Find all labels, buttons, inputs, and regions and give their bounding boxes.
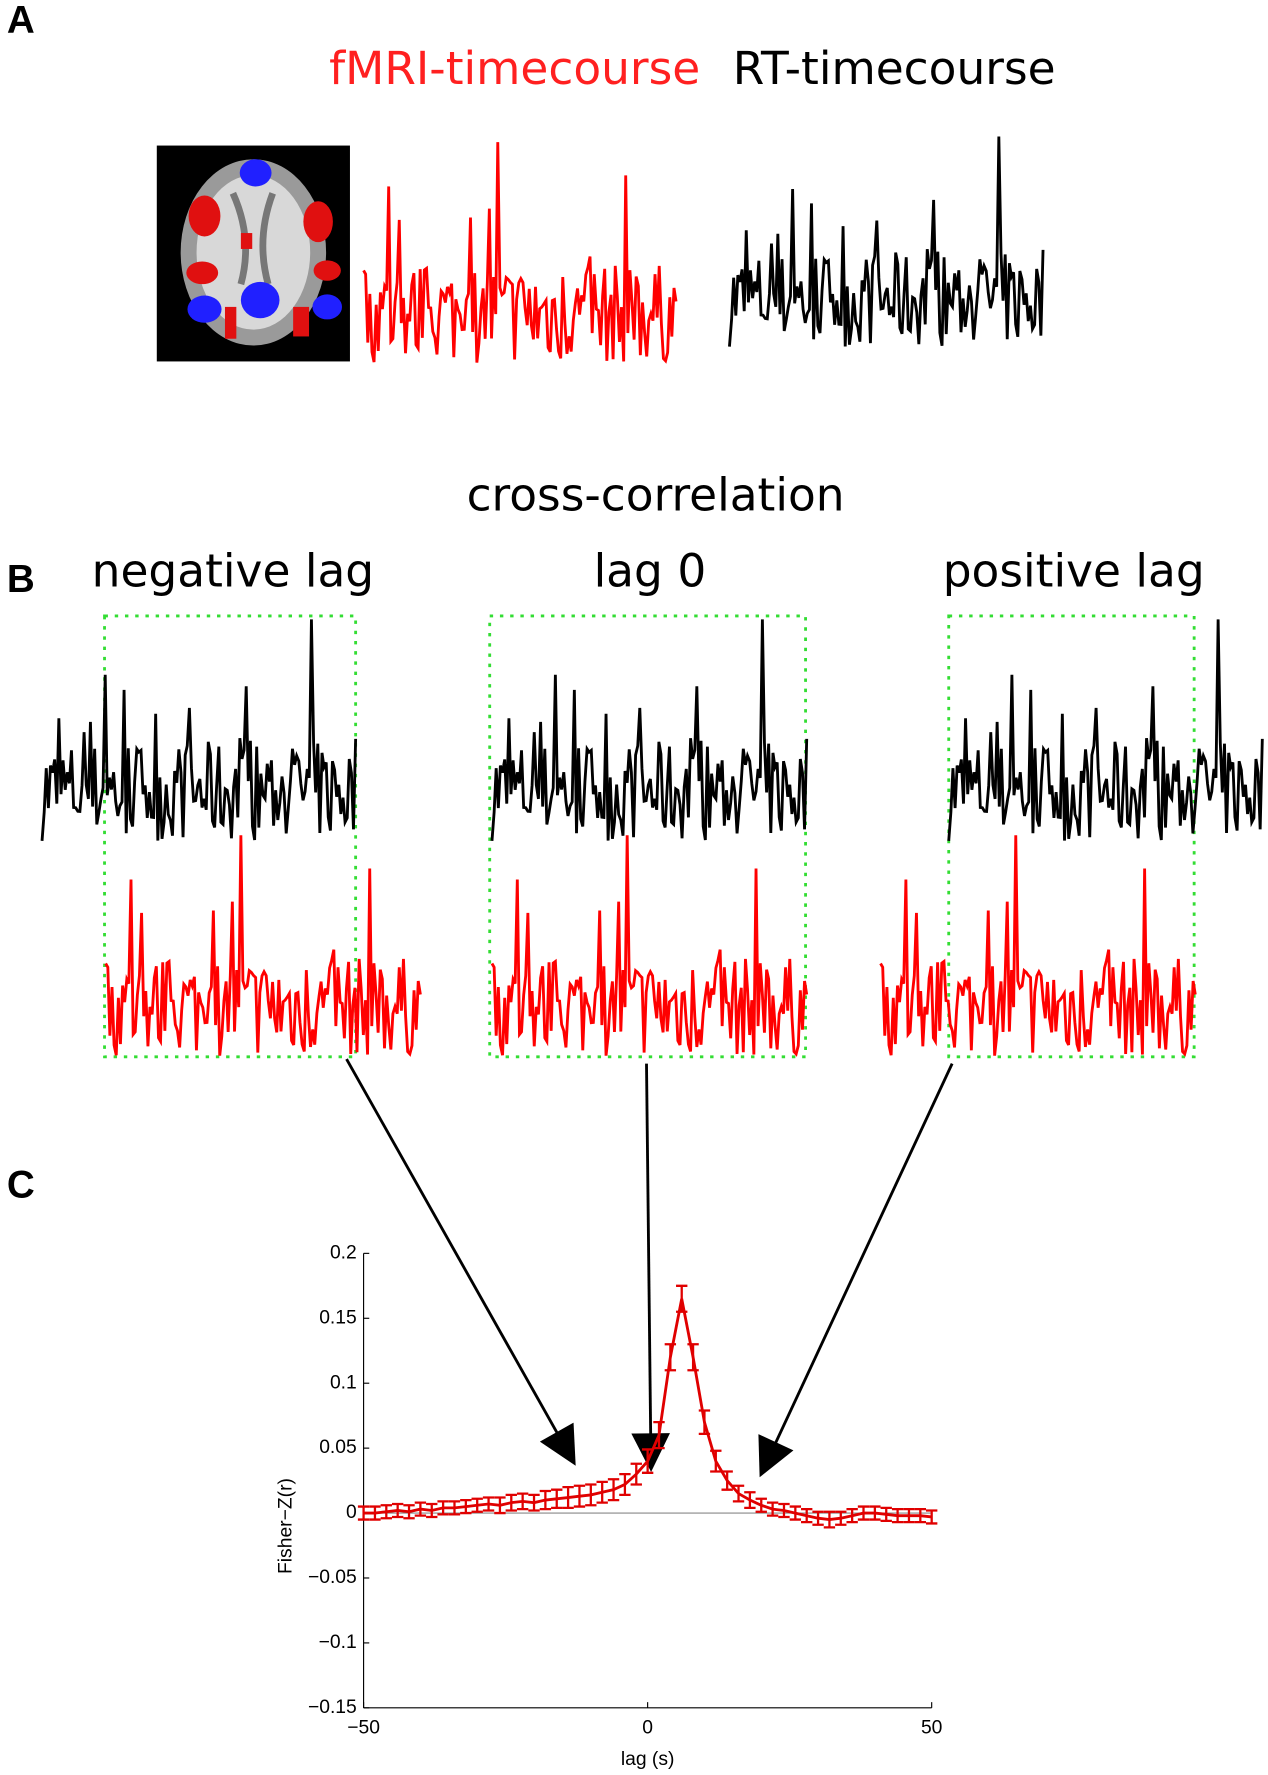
error-bar: [891, 1508, 904, 1524]
error-bar: [857, 1505, 870, 1521]
error-bar: [619, 1472, 631, 1497]
error-bar: [664, 1343, 677, 1372]
y-tick-label: −0.15: [308, 1697, 357, 1718]
timecourse: [490, 619, 809, 842]
error-bar: [505, 1493, 517, 1512]
error-bar: [698, 1409, 711, 1435]
x-tick-label: −50: [347, 1717, 380, 1738]
error-bar: [789, 1505, 802, 1521]
y-tick-label: 0.1: [330, 1372, 357, 1393]
error-bar: [551, 1488, 563, 1510]
error-bar: [710, 1449, 722, 1473]
error-bar: [357, 1505, 370, 1521]
error-bar: [641, 1448, 654, 1474]
x-axis-label: lag (s): [621, 1749, 675, 1770]
brain-image: [156, 145, 350, 362]
error-bar: [426, 1502, 438, 1519]
error-bar: [823, 1510, 836, 1529]
error-bar: [414, 1501, 427, 1517]
timecourse: [490, 835, 809, 1057]
timecourses: [40, 136, 1264, 1057]
window-box: [103, 614, 358, 1059]
lag-label: negative lag: [92, 544, 374, 597]
x-tick-label: 0: [642, 1717, 653, 1738]
error-bar: [528, 1493, 540, 1512]
timecourse: [728, 136, 1045, 347]
y-tick-label: −0.1: [319, 1632, 357, 1653]
error-bar: [914, 1508, 927, 1524]
error-bar: [687, 1343, 699, 1372]
arrow: [345, 1058, 576, 1466]
error-bar: [926, 1509, 938, 1525]
timecourse: [947, 619, 1264, 842]
window-box: [947, 614, 1196, 1059]
fmri-title: fMRI-timecourse: [329, 42, 700, 95]
lag-label: lag 0: [594, 544, 707, 597]
error-bar: [676, 1284, 688, 1313]
y-axis-label: Fisher−Z(r): [275, 1478, 296, 1574]
error-bar: [573, 1484, 586, 1508]
error-bar: [562, 1485, 574, 1510]
error-bar: [607, 1478, 620, 1502]
x-tick-label: 50: [921, 1717, 942, 1738]
rt-title: RT-timecourse: [733, 42, 1056, 95]
error-bar: [437, 1500, 449, 1516]
error-bar: [812, 1510, 824, 1526]
y-tick-label: 0.2: [330, 1242, 357, 1263]
error-bar: [380, 1504, 392, 1520]
error-bar: [448, 1500, 461, 1516]
error-bar: [869, 1505, 881, 1521]
error-bar: [801, 1508, 813, 1524]
error-bar: [778, 1502, 790, 1519]
error-bar: [744, 1491, 756, 1510]
error-bar: [846, 1508, 858, 1524]
y-tick-label: 0: [346, 1502, 357, 1523]
error-bar: [596, 1480, 608, 1504]
timecourse: [362, 142, 678, 364]
error-bar: [403, 1504, 415, 1520]
arrow: [631, 1063, 670, 1472]
chart: −0.15 −0.1 −0.05 0 0.05 0.1 0.15 0.2 −50 0 50 lag (…: [275, 1242, 942, 1770]
error-bar: [630, 1462, 642, 1486]
panel-label: A: [7, 0, 35, 42]
panel-label: B: [7, 558, 35, 601]
y-tick-label: 0.05: [319, 1437, 357, 1458]
timecourse: [879, 835, 1197, 1057]
error-bar: [369, 1505, 381, 1521]
panel-label: C: [7, 1164, 35, 1207]
timecourse: [104, 835, 422, 1057]
error-bar: [755, 1497, 767, 1513]
error-bar: [835, 1510, 847, 1526]
error-bar: [516, 1492, 529, 1511]
error-bar: [766, 1501, 779, 1517]
error-bar: [903, 1508, 915, 1524]
series-line: [363, 1298, 932, 1521]
error-bar: [880, 1506, 892, 1522]
y-tick-label: −0.05: [308, 1567, 357, 1588]
error-bar: [391, 1502, 404, 1519]
error-bar: [460, 1498, 472, 1515]
error-bar: [721, 1470, 733, 1491]
error-bar: [471, 1497, 483, 1513]
lag-label: positive lag: [943, 544, 1205, 597]
error-bar: [585, 1483, 597, 1507]
error-bar: [539, 1489, 552, 1511]
arrow: [758, 1063, 954, 1478]
section-title: cross-correlation: [467, 468, 845, 521]
error-bar: [732, 1484, 745, 1503]
y-tick-label: 0.15: [319, 1307, 357, 1328]
error-bar: [482, 1496, 495, 1512]
error-bar: [653, 1421, 665, 1450]
timecourse: [40, 619, 358, 842]
error-bar: [494, 1496, 506, 1515]
